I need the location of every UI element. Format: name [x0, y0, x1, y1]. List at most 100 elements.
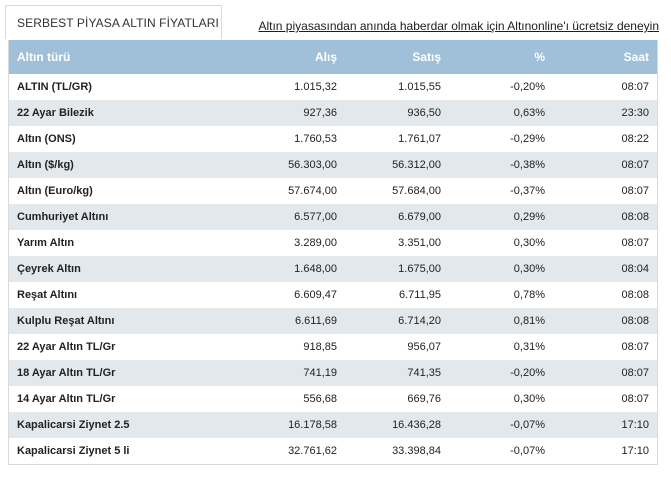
- table-row: 22 Ayar Altın TL/Gr 918,85 956,07 0,31% 08:0…: [9, 334, 657, 360]
- table-body: ALTIN (TL/GR) 1.015,32 1.015,55 -0,20% 08:07…: [9, 74, 657, 464]
- column-header-sell: Satış: [412, 50, 441, 64]
- cell-gold-type: Kapalicarsi Ziynet 5 li: [17, 445, 130, 457]
- cell-sell: 57.684,00: [392, 185, 441, 197]
- cell-buy: 3.289,00: [294, 237, 337, 249]
- cell-sell: 3.351,00: [398, 237, 441, 249]
- cell-time: 17:10: [621, 419, 649, 431]
- top-bar: SERBEST PİYASA ALTIN FİYATLARI Altın piy…: [0, 0, 671, 40]
- cell-gold-type: Çeyrek Altın: [17, 263, 81, 275]
- column-header-time: Saat: [623, 50, 649, 64]
- table-row: Yarım Altın 3.289,00 3.351,00 0,30% 08:07: [9, 230, 657, 256]
- cell-buy: 6.577,00: [294, 211, 337, 223]
- table-row: Cumhuriyet Altını 6.577,00 6.679,00 0,29% 08…: [9, 204, 657, 230]
- cell-gold-type: 14 Ayar Altın TL/Gr: [17, 393, 116, 405]
- table-row: Altın (ONS) 1.760,53 1.761,07 -0,29% 08:22: [9, 126, 657, 152]
- cell-change: -0,37%: [510, 185, 545, 197]
- table-row: Çeyrek Altın 1.648,00 1.675,00 0,30% 08:04: [9, 256, 657, 282]
- cell-change: -0,29%: [510, 133, 545, 145]
- table-row: 14 Ayar Altın TL/Gr 556,68 669,76 0,30% 08:0…: [9, 386, 657, 412]
- cell-gold-type: Kapalicarsi Ziynet 2.5: [17, 419, 130, 431]
- cell-time: 08:07: [621, 393, 649, 405]
- cell-gold-type: Altın ($/kg): [17, 159, 74, 171]
- cell-change: 0,31%: [513, 341, 545, 353]
- cell-sell: 1.761,07: [398, 133, 441, 145]
- table-row: Altın ($/kg) 56.303,00 56.312,00 -0,38% 08:0…: [9, 152, 657, 178]
- cell-gold-type: Kulplu Reşat Altını: [17, 315, 115, 327]
- cell-time: 08:07: [621, 237, 649, 249]
- table-row: 18 Ayar Altın TL/Gr 741,19 741,35 -0,20% 08:…: [9, 360, 657, 386]
- cell-gold-type: Reşat Altını: [17, 289, 78, 301]
- column-header-gold-type: Altın türü: [17, 50, 71, 64]
- cell-change: 0,29%: [513, 211, 545, 223]
- cell-change: 0,78%: [513, 289, 545, 301]
- cell-buy: 1.760,53: [294, 133, 337, 145]
- cell-sell: 669,76: [407, 393, 441, 405]
- table-row: Kulplu Reşat Altını 6.611,69 6.714,20 0,81%…: [9, 308, 657, 334]
- cell-gold-type: Altın (Euro/kg): [17, 185, 93, 197]
- cell-gold-type: Altın (ONS): [17, 133, 76, 145]
- cell-gold-type: 18 Ayar Altın TL/Gr: [17, 367, 116, 379]
- cell-buy: 6.611,69: [294, 315, 337, 327]
- cell-change: 0,63%: [513, 107, 545, 119]
- cell-sell: 936,50: [407, 107, 441, 119]
- cell-change: 0,30%: [513, 393, 545, 405]
- cell-buy: 56.303,00: [288, 159, 337, 171]
- column-header-buy: Alış: [314, 50, 337, 64]
- cell-sell: 16.436,28: [392, 419, 441, 431]
- cell-change: -0,38%: [510, 159, 545, 171]
- cell-gold-type: Yarım Altın: [17, 237, 75, 249]
- cell-gold-type: ALTIN (TL/GR): [17, 81, 92, 93]
- tab-serbest-piyasa[interactable]: SERBEST PİYASA ALTIN FİYATLARI: [5, 5, 222, 39]
- cell-time: 08:07: [621, 185, 649, 197]
- table-row: ALTIN (TL/GR) 1.015,32 1.015,55 -0,20% 08:07: [9, 74, 657, 100]
- cell-buy: 741,19: [303, 367, 337, 379]
- cell-sell: 1.675,00: [398, 263, 441, 275]
- cell-time: 08:07: [621, 341, 649, 353]
- cell-time: 08:22: [621, 133, 649, 145]
- table-row: Reşat Altını 6.609,47 6.711,95 0,78% 08:08: [9, 282, 657, 308]
- cell-sell: 6.714,20: [398, 315, 441, 327]
- gold-prices-table-container: Altın türü Alış Satış % Saat ALTIN (TL/G…: [8, 40, 658, 465]
- cell-time: 08:08: [621, 315, 649, 327]
- cell-time: 08:07: [621, 159, 649, 171]
- gold-prices-table: Altın türü Alış Satış % Saat ALTIN (TL/G…: [9, 40, 657, 464]
- cell-sell: 56.312,00: [392, 159, 441, 171]
- cell-buy: 57.674,00: [288, 185, 337, 197]
- cell-gold-type: 22 Ayar Altın TL/Gr: [17, 341, 116, 353]
- cell-buy: 1.015,32: [294, 81, 337, 93]
- cell-buy: 556,68: [303, 393, 337, 405]
- cell-time: 17:10: [621, 445, 649, 457]
- cell-change: -0,20%: [510, 367, 545, 379]
- cell-time: 08:07: [621, 367, 649, 379]
- cell-sell: 6.679,00: [398, 211, 441, 223]
- cell-buy: 32.761,62: [288, 445, 337, 457]
- cell-buy: 6.609,47: [294, 289, 337, 301]
- column-header-change: %: [534, 50, 545, 64]
- cell-sell: 33.398,84: [392, 445, 441, 457]
- cell-buy: 1.648,00: [294, 263, 337, 275]
- cell-sell: 6.711,95: [398, 289, 441, 301]
- table-header: Altın türü Alış Satış % Saat: [9, 40, 657, 74]
- table-row: Kapalicarsi Ziynet 2.5 16.178,58 16.436,28…: [9, 412, 657, 438]
- cell-change: 0,30%: [513, 263, 545, 275]
- cell-change: 0,30%: [513, 237, 545, 249]
- cell-gold-type: Cumhuriyet Altını: [17, 211, 109, 223]
- promo-link[interactable]: Altın piyasasından anında haberdar olmak…: [258, 19, 659, 33]
- cell-time: 23:30: [621, 107, 649, 119]
- cell-time: 08:07: [621, 81, 649, 93]
- table-header-row: Altın türü Alış Satış % Saat: [9, 40, 657, 74]
- cell-buy: 927,36: [303, 107, 337, 119]
- cell-change: -0,07%: [510, 445, 545, 457]
- cell-time: 08:08: [621, 289, 649, 301]
- cell-sell: 956,07: [407, 341, 441, 353]
- cell-buy: 16.178,58: [288, 419, 337, 431]
- cell-time: 08:08: [621, 211, 649, 223]
- cell-change: -0,20%: [510, 81, 545, 93]
- table-row: Kapalicarsi Ziynet 5 li 32.761,62 33.398,8…: [9, 438, 657, 464]
- cell-gold-type: 22 Ayar Bilezik: [17, 107, 94, 119]
- cell-sell: 741,35: [407, 367, 441, 379]
- cell-change: -0,07%: [510, 419, 545, 431]
- table-row: Altın (Euro/kg) 57.674,00 57.684,00 -0,37% 0…: [9, 178, 657, 204]
- cell-buy: 918,85: [303, 341, 337, 353]
- cell-change: 0,81%: [513, 315, 545, 327]
